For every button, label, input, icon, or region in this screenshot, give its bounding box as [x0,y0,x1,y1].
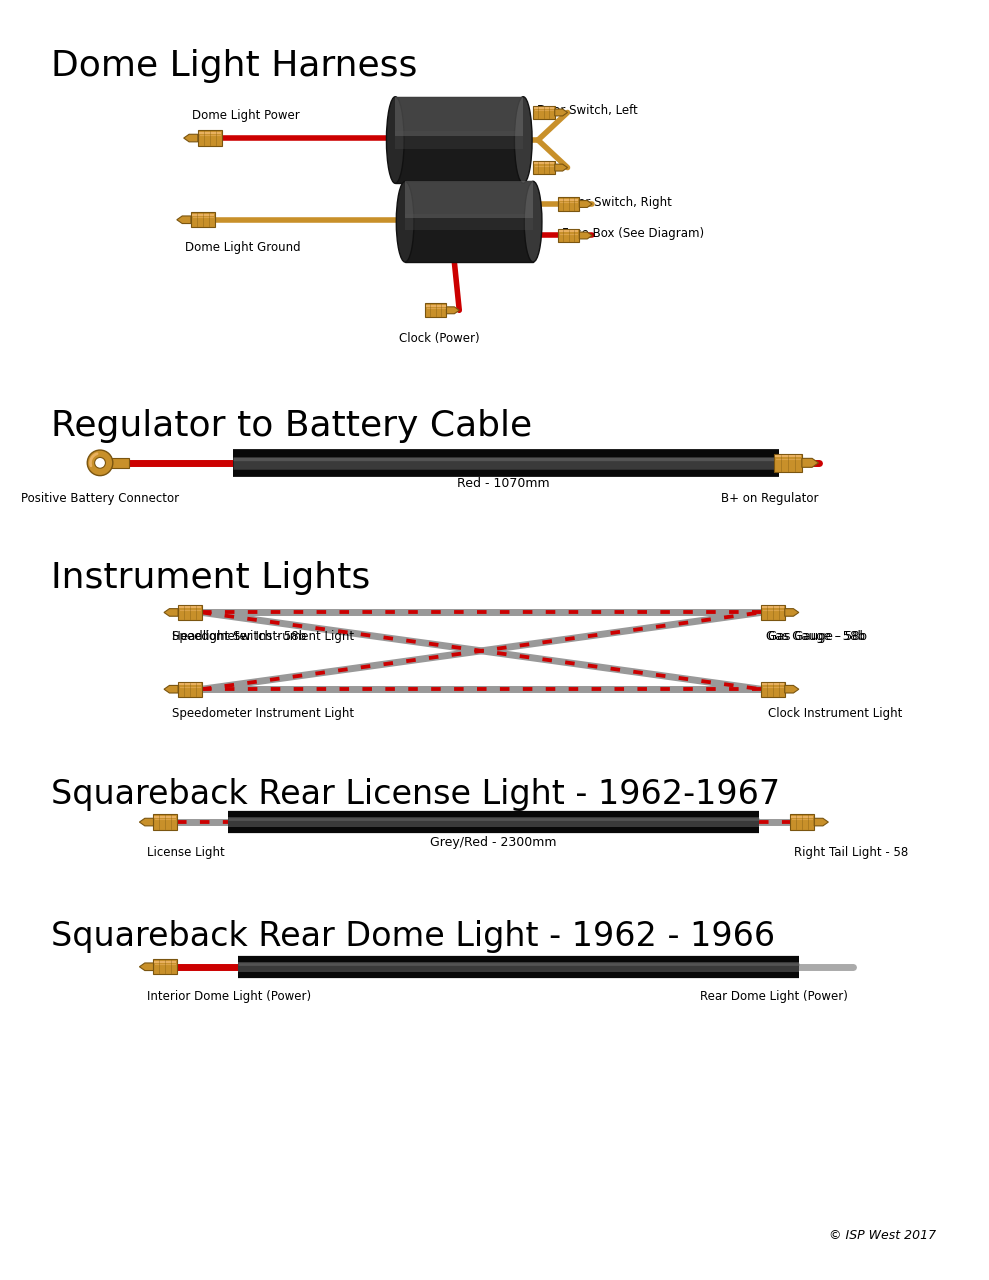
Text: Dome Light Power: Dome Light Power [192,109,300,123]
Polygon shape [802,458,819,467]
Text: Interior Dome Light (Power): Interior Dome Light (Power) [147,991,312,1004]
Polygon shape [814,818,829,826]
Text: Red - 1070mm: Red - 1070mm [457,476,550,490]
Text: Squareback Rear License Light - 1962-1967: Squareback Rear License Light - 1962-196… [50,778,780,810]
Polygon shape [164,685,178,692]
Polygon shape [773,454,802,472]
Polygon shape [558,229,580,242]
Polygon shape [761,682,784,696]
Text: Headlight Switch - 58b: Headlight Switch - 58b [172,630,306,643]
Text: © ISP West 2017: © ISP West 2017 [830,1229,937,1243]
Text: Grey/Red - 2300mm: Grey/Red - 2300mm [430,836,557,849]
Text: Door Switch, Left: Door Switch, Left [537,104,638,116]
Polygon shape [164,609,178,616]
Polygon shape [139,818,153,826]
Text: Right Tail Light - 58: Right Tail Light - 58 [794,846,909,859]
Polygon shape [533,105,555,119]
Polygon shape [198,131,222,146]
Polygon shape [580,201,592,207]
Circle shape [95,457,106,468]
Ellipse shape [514,97,532,183]
Bar [111,458,129,467]
Text: Positive Battery Connector: Positive Battery Connector [21,493,179,506]
Polygon shape [784,609,799,616]
Polygon shape [405,182,533,218]
Polygon shape [396,132,523,148]
Ellipse shape [524,182,542,262]
Polygon shape [139,963,153,970]
Text: Rear Dome Light (Power): Rear Dome Light (Power) [700,991,848,1004]
Polygon shape [178,682,202,696]
Text: Dome Light Harness: Dome Light Harness [50,50,417,83]
Polygon shape [396,97,523,136]
Ellipse shape [397,182,414,262]
Polygon shape [558,197,580,211]
Polygon shape [405,214,533,230]
Bar [396,97,523,183]
Text: Speedometer Instrument Light: Speedometer Instrument Light [172,630,354,643]
Polygon shape [153,959,177,974]
Polygon shape [784,685,799,692]
Text: Speedometer Instrument Light: Speedometer Instrument Light [172,707,354,719]
Text: Instrument Lights: Instrument Lights [50,561,370,595]
Polygon shape [178,605,202,620]
Bar [405,182,533,262]
Polygon shape [191,212,215,228]
Polygon shape [761,605,784,620]
Polygon shape [790,814,814,829]
Text: Squareback Rear Dome Light - 1962 - 1966: Squareback Rear Dome Light - 1962 - 1966 [50,920,775,954]
Polygon shape [533,161,555,174]
Text: B+ on Regulator: B+ on Regulator [721,493,819,506]
Polygon shape [184,134,198,142]
Text: Clock (Power): Clock (Power) [400,332,480,344]
Text: Clock Instrument Light: Clock Instrument Light [768,707,903,719]
Text: Regulator to Battery Cable: Regulator to Battery Cable [50,408,532,443]
Polygon shape [555,164,568,172]
Polygon shape [153,814,177,829]
Ellipse shape [387,97,405,183]
Text: Gas Gauge - 58b: Gas Gauge - 58b [765,630,864,643]
Text: Door Switch, Right: Door Switch, Right [562,196,672,209]
Text: License Light: License Light [147,846,225,859]
Text: Fuse Box (See Diagram): Fuse Box (See Diagram) [562,227,704,241]
Polygon shape [555,109,568,116]
Text: Dome Light Ground: Dome Light Ground [185,242,301,255]
Circle shape [87,451,113,476]
Text: Gas Gauge - 58b: Gas Gauge - 58b [768,630,867,643]
Polygon shape [446,307,459,314]
Polygon shape [580,232,592,239]
Polygon shape [177,216,191,224]
Polygon shape [425,303,446,317]
